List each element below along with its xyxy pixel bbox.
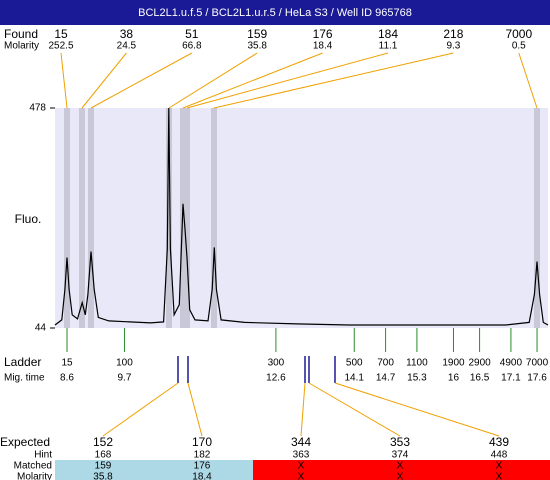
found-connector [81,52,127,109]
y-tick-label: 44 [35,323,47,334]
unmatched-bg [253,460,550,480]
hint-value: 374 [392,450,409,461]
header-title: BCL2L1.u.f.5 / BCL2L1.u.r.5 / HeLa S3 / … [138,7,412,19]
matched-label: Matched [14,461,52,472]
matched-molarity: X [397,472,404,480]
found-molarity: 11.1 [379,41,398,52]
y-axis-label: Fluo. [15,212,42,226]
ladder-time: 12.6 [266,373,286,384]
found-connector [518,52,538,109]
matched-value: X [496,461,503,472]
matched-molarity: 18.4 [192,472,212,480]
peak-band [88,108,94,328]
ladder-time: 15.3 [407,373,427,384]
expected-connector [102,382,179,437]
expected-size: 439 [489,435,509,449]
found-molarity: 0.5 [512,41,526,52]
ladder-size: 15 [61,358,73,369]
matched-molarity: 35.8 [93,472,113,480]
found-connector [182,52,323,109]
ladder-time: 9.7 [118,373,132,384]
peak-band [211,108,217,328]
ladder-size: 100 [116,358,133,369]
expected-size: 353 [390,435,410,449]
ladder-time: 14.7 [376,373,396,384]
header-bar [0,0,550,25]
found-molarity: 18.4 [313,41,333,52]
ladder-size: 2900 [468,358,491,369]
ladder-size: 1100 [406,358,428,369]
found-molarity: 252.5 [48,41,73,52]
expected-label: Expected [0,435,50,449]
found-size: 218 [443,27,463,41]
peak-band [79,108,85,328]
ladder-size: 700 [377,358,394,369]
ladder-time: 14.1 [345,373,365,384]
molarity-label: Molarity [4,41,39,52]
matched-molarity: X [496,472,503,480]
found-size: 184 [378,27,398,41]
expected-connector [308,382,401,437]
found-molarity: 66.8 [182,41,202,52]
found-molarity: 35.8 [247,41,267,52]
exp-molarity-label: Molarity [17,472,52,480]
found-molarity: 24.5 [117,41,137,52]
found-size: 38 [120,27,134,41]
found-molarity: 9.3 [446,41,460,52]
found-size: 51 [185,27,199,41]
found-connector [186,52,389,109]
y-tick-label: 478 [29,103,46,114]
peak-band [64,108,70,328]
found-size: 15 [54,27,68,41]
matched-molarity: X [298,472,305,480]
found-connector [168,52,258,109]
expected-connector [300,382,306,437]
found-label: Found [4,27,38,41]
ladder-size: 4900 [500,358,523,369]
mig-time-label: Mig. time [4,373,45,384]
ladder-label: Ladder [4,355,41,369]
matched-value: X [298,461,305,472]
ladder-time: 8.6 [60,373,74,384]
expected-size: 344 [291,435,311,449]
expected-size: 170 [192,435,212,449]
matched-value: X [397,461,404,472]
plot-area [55,108,548,328]
peak-band [184,108,190,328]
ladder-size: 500 [346,358,363,369]
ladder-time: 16 [448,373,460,384]
expected-size: 152 [93,435,113,449]
expected-connector [334,382,500,437]
matched-value: 176 [194,461,211,472]
peak-band [534,108,540,328]
found-connector [60,52,68,109]
matched-value: 159 [95,461,112,472]
found-connector [90,52,193,109]
found-size: 159 [247,27,267,41]
ladder-time: 16.5 [470,373,490,384]
ladder-size: 300 [268,358,285,369]
found-connector [213,52,454,109]
hint-value: 168 [95,450,112,461]
peak-band [166,108,172,328]
ladder-time: 17.6 [527,373,547,384]
hint-value: 363 [293,450,310,461]
matched-bg [55,460,253,480]
expected-connector [187,382,203,437]
ladder-time: 17.1 [501,373,521,384]
found-size: 176 [313,27,333,41]
hint-value: 182 [194,450,211,461]
found-size: 7000 [505,27,532,41]
hint-value: 448 [491,450,508,461]
hint-label: Hint [34,450,52,461]
trace [54,107,549,326]
ladder-size: 1900 [442,358,465,369]
ladder-size: 7000 [526,358,549,369]
